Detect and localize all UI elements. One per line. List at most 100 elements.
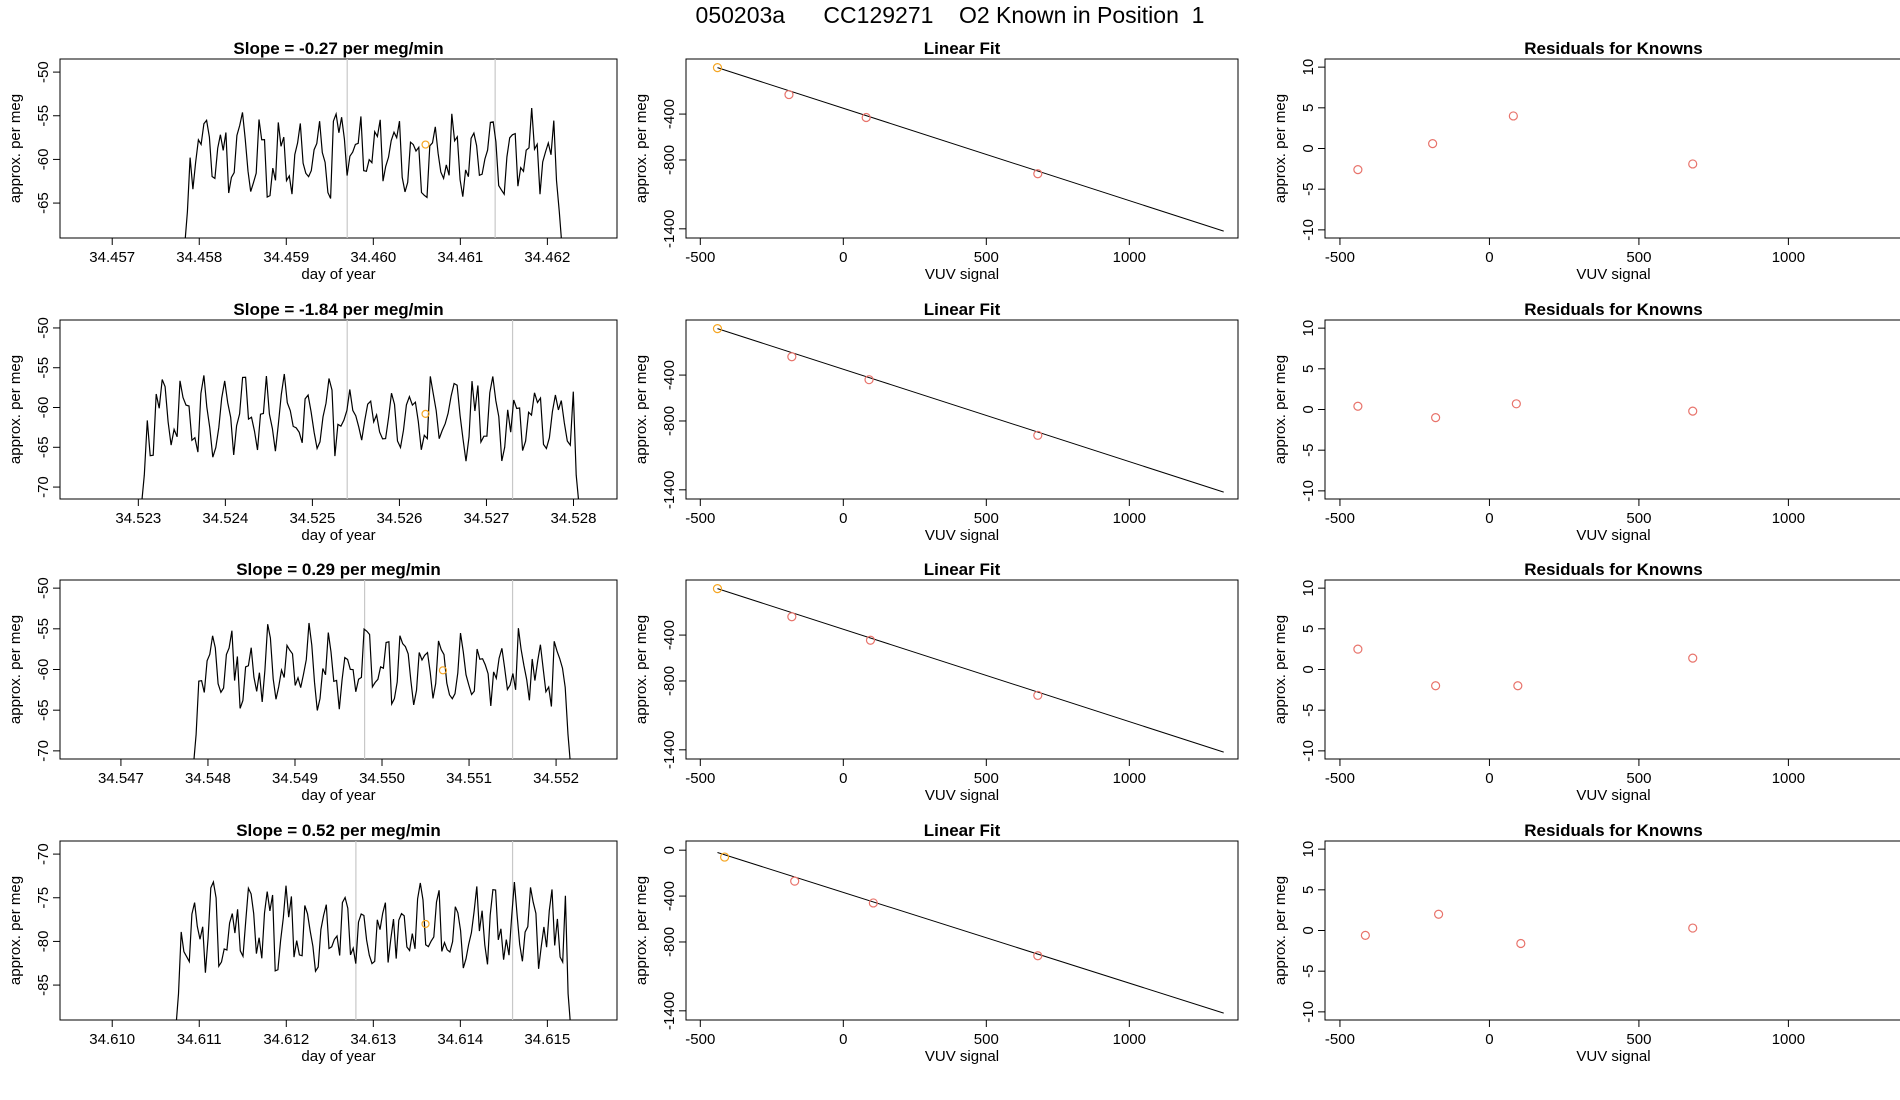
- x-tick-label: 34.526: [376, 510, 422, 527]
- y-tick-label: -70: [35, 476, 52, 498]
- plot-box: [1324, 58, 1900, 239]
- y-tick-label: -70: [35, 843, 52, 865]
- x-tick-label: 500: [974, 770, 999, 787]
- plot-area: [1353, 111, 1698, 175]
- x-tick-label: 34.549: [272, 770, 318, 787]
- series-line: [175, 879, 571, 1020]
- x-tick-label: 1000: [1113, 510, 1146, 527]
- x-tick-label: 500: [974, 510, 999, 527]
- fit-line: [717, 851, 1224, 1014]
- y-axis-label: approx. per meg: [1272, 876, 1289, 985]
- x-tick-label: -500: [1325, 510, 1355, 527]
- panel-title: Slope = -1.84 per meg/min: [233, 300, 443, 319]
- x-tick-label: 34.550: [359, 770, 405, 787]
- x-tick-label: 500: [1626, 1031, 1651, 1048]
- fit-point: [1033, 169, 1043, 179]
- series-line: [184, 107, 562, 238]
- highlight-point: [421, 919, 430, 929]
- fit-point: [784, 89, 794, 100]
- x-axis-label: VUV signal: [1576, 527, 1650, 544]
- residual-point: [1513, 681, 1523, 691]
- plot-area: [712, 324, 1224, 493]
- panel-title: Slope = -0.27 per meg/min: [233, 39, 443, 58]
- panel-title: Linear Fit: [924, 39, 1001, 58]
- x-tick-label: 34.548: [185, 770, 231, 787]
- residual-point: [1688, 653, 1698, 663]
- fit-point: [865, 635, 876, 645]
- plot-box: [685, 840, 1239, 1021]
- x-tick-label: 1000: [1772, 770, 1805, 787]
- fit-point: [712, 324, 723, 334]
- x-tick-label: -500: [1325, 249, 1355, 266]
- residual-point: [1688, 923, 1698, 933]
- y-tick-label: -60: [35, 397, 52, 419]
- residual-point: [1688, 406, 1698, 416]
- x-tick-label: 34.457: [89, 249, 135, 266]
- plot-box: [685, 58, 1239, 239]
- plot-area: [193, 580, 571, 759]
- fit-point: [1033, 430, 1043, 440]
- y-tick-label: -400: [661, 99, 678, 129]
- panel-title: Slope = 0.52 per meg/min: [236, 821, 441, 840]
- y-tick-label: -80: [35, 931, 52, 953]
- x-tick-label: 34.615: [524, 1031, 570, 1048]
- y-tick-label: -10: [1300, 1001, 1317, 1023]
- y-tick-label: 0: [1300, 665, 1317, 673]
- panel-title: Residuals for Knowns: [1524, 821, 1703, 840]
- plot-area: [175, 841, 571, 1020]
- y-axis-label: approx. per meg: [1272, 94, 1289, 203]
- y-tick-label: -800: [661, 927, 678, 957]
- x-tick-label: 1000: [1772, 1031, 1805, 1048]
- plot-box: [685, 579, 1239, 760]
- panel-title: Linear Fit: [924, 560, 1001, 579]
- series-line: [193, 622, 571, 759]
- x-axis-label: VUV signal: [1576, 787, 1650, 804]
- y-tick-label: -5: [1300, 444, 1317, 457]
- x-tick-label: 34.547: [98, 770, 144, 787]
- x-axis-label: day of year: [301, 787, 375, 804]
- x-tick-label: 0: [839, 249, 847, 266]
- x-tick-label: 500: [1626, 770, 1651, 787]
- y-axis-label: approx. per meg: [7, 94, 24, 203]
- panel-title: Residuals for Knowns: [1524, 560, 1703, 579]
- x-tick-label: 0: [1485, 510, 1493, 527]
- x-tick-label: -500: [685, 770, 715, 787]
- x-axis-label: VUV signal: [1576, 266, 1650, 283]
- y-tick-label: 0: [1300, 926, 1317, 934]
- residual-point: [1516, 938, 1526, 949]
- y-tick-label: 5: [1300, 625, 1317, 633]
- y-tick-label: -50: [35, 577, 52, 599]
- plot-area: [712, 584, 1224, 753]
- plot-area: [1360, 909, 1698, 949]
- fit-point: [712, 63, 723, 73]
- y-tick-label: -10: [1300, 480, 1317, 502]
- y-tick-label: 5: [1300, 886, 1317, 894]
- y-tick-label: -60: [35, 659, 52, 681]
- highlight-point: [421, 140, 430, 149]
- x-tick-label: 500: [974, 249, 999, 266]
- x-tick-label: 0: [1485, 249, 1493, 266]
- x-axis-label: VUV signal: [925, 527, 999, 544]
- x-tick-label: 1000: [1772, 249, 1805, 266]
- x-tick-label: 1000: [1113, 1031, 1146, 1048]
- fit-point: [720, 852, 730, 862]
- y-tick-label: -65: [35, 436, 52, 458]
- y-axis-label: approx. per meg: [633, 615, 650, 724]
- y-tick-label: 10: [1300, 59, 1317, 76]
- x-tick-label: 1000: [1772, 510, 1805, 527]
- y-tick-label: 10: [1300, 841, 1317, 858]
- y-axis-label: approx. per meg: [7, 615, 24, 724]
- y-tick-label: -400: [661, 620, 678, 650]
- y-tick-label: 10: [1300, 320, 1317, 337]
- plot-area: [1353, 399, 1698, 423]
- plot-area: [712, 63, 1224, 232]
- y-tick-label: -1400: [661, 731, 678, 769]
- fit-point: [861, 112, 871, 123]
- plot-area: [184, 59, 562, 238]
- x-tick-label: 34.527: [464, 510, 510, 527]
- x-tick-label: 0: [1485, 770, 1493, 787]
- highlight-point: [438, 666, 448, 675]
- fit-point: [790, 876, 800, 886]
- residual-point: [1353, 165, 1363, 175]
- fit-point: [787, 612, 797, 622]
